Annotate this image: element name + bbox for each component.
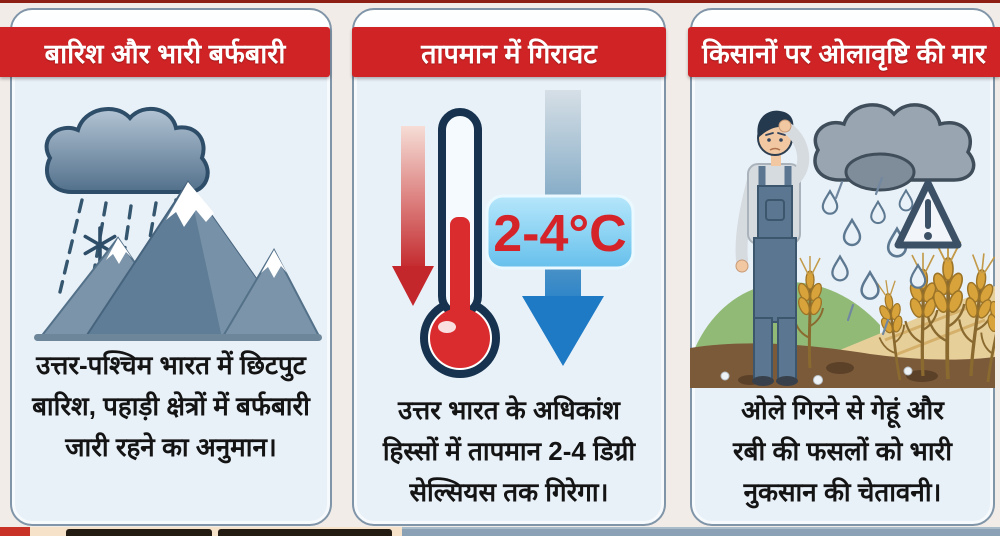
ticker-red-block bbox=[0, 527, 30, 536]
body-line: नुकसान की चेतावनी। bbox=[743, 477, 942, 508]
banner-hailstorm-farmers: किसानों पर ओलावृष्टि की मार bbox=[688, 27, 1000, 77]
banner-temperature-drop: तापमान में गिरावट bbox=[352, 27, 666, 77]
body-line: ओले गिरने से गेहूं और bbox=[741, 395, 944, 425]
temperature-badge-text: 2-4°C bbox=[493, 205, 627, 263]
mountains-icon bbox=[34, 180, 322, 341]
thermometer-with-down-arrows-icon: 2-4°C bbox=[392, 90, 635, 378]
top-edge-line bbox=[0, 0, 1000, 3]
snow-cloud-icon bbox=[44, 107, 210, 194]
panel-title: तापमान में गिरावट bbox=[421, 38, 597, 69]
body-line: सेल्सियस तक गिरेगा। bbox=[409, 477, 609, 508]
body-line: जारी रहने का अनुमान। bbox=[65, 432, 277, 463]
ticker-dark-pill bbox=[66, 529, 212, 536]
body-line: उत्तर-पश्चिम भारत में छिटपुट bbox=[36, 350, 306, 380]
body-line: रबी की फसलों को भारी bbox=[733, 436, 952, 467]
snow-rain-cloud-over-mountains-icon bbox=[34, 107, 322, 341]
farmer-figure bbox=[735, 110, 810, 386]
temperature-badge: 2-4°C bbox=[485, 194, 635, 270]
body-line: बारिश, पहाड़ी क्षेत्रों में बर्फबारी bbox=[32, 391, 310, 422]
panel-title: बारिश और भारी बर्फबारी bbox=[44, 38, 286, 69]
banner-rain-snowfall: बारिश और भारी बर्फबारी bbox=[0, 27, 330, 77]
worried-farmer-rain-warning-icon bbox=[690, 103, 995, 388]
panel-body-temperature-drop: उत्तर भारत के अधिकांश हिस्सों में तापमान… bbox=[352, 390, 666, 513]
thermometer-icon bbox=[420, 108, 500, 378]
ticker-dark-pill bbox=[218, 529, 392, 536]
body-line: उत्तर भारत के अधिकांश bbox=[398, 395, 620, 425]
storm-cloud-icon bbox=[813, 103, 976, 192]
panel-body-rain-snowfall: उत्तर-पश्चिम भारत में छिटपुट बारिश, पहाड… bbox=[10, 345, 332, 468]
ticker-cream-band bbox=[30, 527, 402, 536]
body-line: हिस्सों में तापमान 2-4 डिग्री bbox=[382, 436, 636, 467]
warning-triangle-icon bbox=[894, 179, 962, 249]
red-down-arrow-icon bbox=[392, 126, 434, 306]
ticker-strip bbox=[0, 527, 1000, 536]
panel-body-hailstorm-farmers: ओले गिरने से गेहूं और रबी की फसलों को भा… bbox=[690, 390, 995, 513]
ticker-slate-band bbox=[402, 527, 1000, 536]
panel-title: किसानों पर ओलावृष्टि की मार bbox=[702, 38, 986, 69]
